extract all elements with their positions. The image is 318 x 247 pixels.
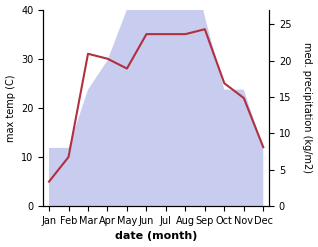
Y-axis label: med. precipitation (kg/m2): med. precipitation (kg/m2) [302, 42, 313, 173]
Y-axis label: max temp (C): max temp (C) [5, 74, 16, 142]
X-axis label: date (month): date (month) [115, 231, 197, 242]
